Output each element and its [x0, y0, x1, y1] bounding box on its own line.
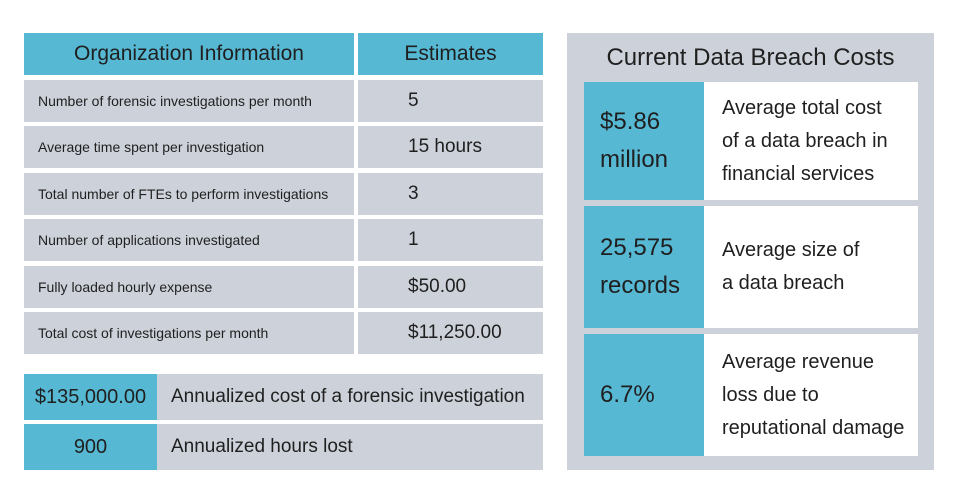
desc-line: loss due to [722, 383, 819, 406]
stat-line: million [600, 146, 669, 173]
row-value: $11,250.00 [358, 312, 543, 354]
row-value: $50.00 [358, 266, 543, 308]
desc-line: Average revenue [722, 350, 874, 373]
row-label: Average time spent per investigation [24, 126, 354, 168]
row-label: Number of forensic investigations per mo… [24, 80, 354, 122]
breach-cost-description: Average total cost of a data breach in f… [704, 82, 918, 200]
desc-line: of a data breach in [722, 129, 888, 152]
header-organization-information: Organization Information [24, 33, 354, 75]
desc-line: reputational damage [722, 416, 905, 439]
annualized-cost-value: $135,000.00 [24, 374, 157, 420]
revenue-loss-stat: 6.7% [584, 334, 704, 456]
row-value: 3 [358, 173, 543, 215]
desc-line: Average total cost [722, 96, 882, 119]
stat-line: records [600, 272, 681, 299]
row-label: Total number of FTEs to perform investig… [24, 173, 354, 215]
stat-line: 6.7% [600, 381, 655, 408]
desc-line: Average size of [722, 239, 860, 261]
stat-line: 25,575 [600, 234, 674, 261]
row-value: 5 [358, 80, 543, 122]
annualized-hours-label: Annualized hours lost [157, 424, 543, 470]
breach-size-description: Average size of a data breach [704, 206, 918, 328]
header-estimates: Estimates [358, 33, 543, 75]
row-value: 15 hours [358, 126, 543, 168]
revenue-loss-description: Average revenue loss due to reputational… [704, 334, 918, 456]
row-label: Total cost of investigations per month [24, 312, 354, 354]
stat-line: $5.86 [600, 108, 661, 135]
panel-title: Current Data Breach Costs [606, 44, 895, 71]
breach-cost-stat: $5.86 million [584, 82, 704, 200]
breach-size-stat: 25,575 records [584, 206, 704, 328]
row-label: Fully loaded hourly expense [24, 266, 354, 308]
annualized-cost-label: Annualized cost of a forensic investigat… [157, 374, 543, 420]
row-value: 1 [358, 219, 543, 261]
desc-line: a data breach [722, 272, 845, 294]
row-label: Number of applications investigated [24, 219, 354, 261]
desc-line: financial services [722, 162, 875, 185]
annualized-hours-value: 900 [24, 424, 157, 470]
